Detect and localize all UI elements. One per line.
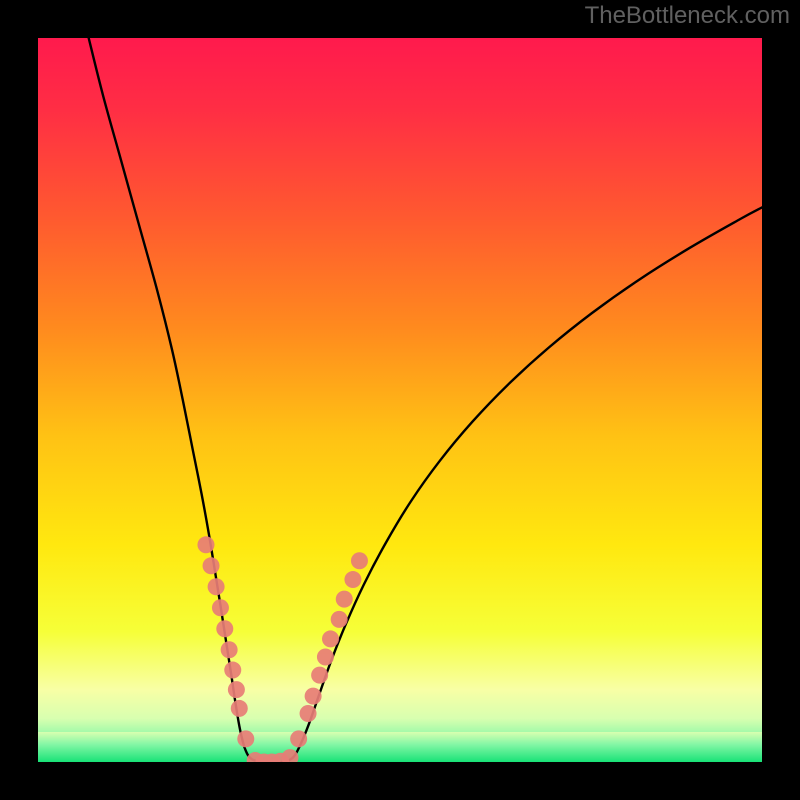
marker-dot [305,688,322,705]
marker-dot [216,620,233,637]
marker-dot [228,681,245,698]
markers-right [290,552,368,747]
marker-dot [317,649,334,666]
marker-dot [212,599,229,616]
marker-dot [344,571,361,588]
curve-right [262,207,762,762]
marker-dot [224,662,241,679]
marker-dot [281,749,298,762]
marker-dot [290,730,307,747]
markers-center [247,749,299,762]
marker-dot [231,700,248,717]
watermark-text: TheBottleneck.com [585,2,790,30]
marker-dot [311,667,328,684]
marker-dot [322,630,339,647]
marker-dot [336,591,353,608]
chart-frame: TheBottleneck.com [0,0,800,800]
marker-dot [197,536,214,553]
marker-dot [300,705,317,722]
marker-dot [221,641,238,658]
marker-dot [237,730,254,747]
marker-dot [203,557,220,574]
curve-layer [38,38,762,762]
plot-area [38,38,762,762]
marker-dot [331,611,348,628]
marker-dot [208,578,225,595]
marker-dot [351,552,368,569]
